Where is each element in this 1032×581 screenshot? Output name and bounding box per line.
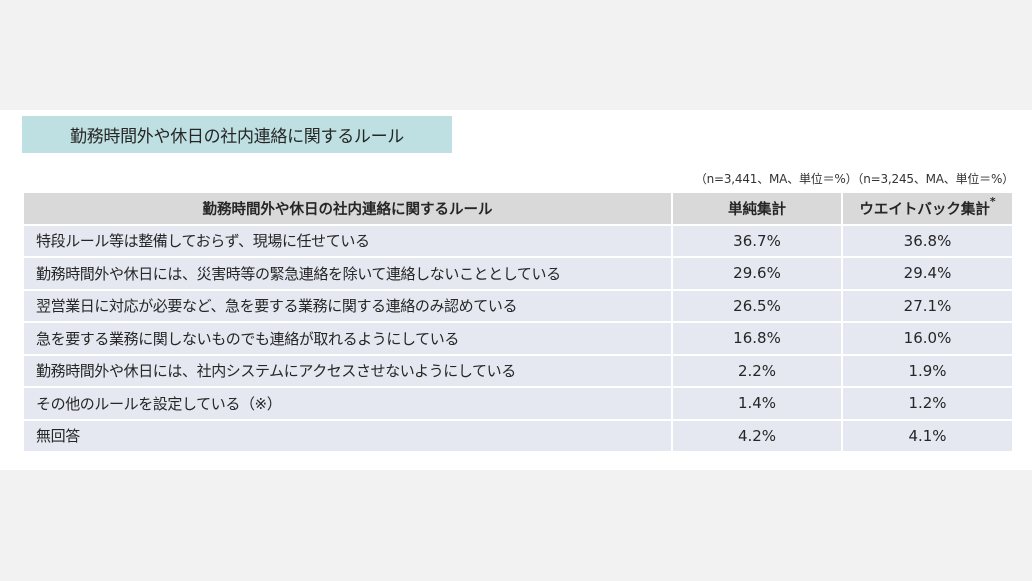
row-weighted-value: 1.2% — [841, 386, 1014, 421]
table-row: 無回答 4.2% 4.1% — [22, 418, 1014, 453]
table-row: その他のルールを設定している（※） 1.4% 1.2% — [22, 386, 1014, 421]
header-weighted-text: ウエイトバック集計 — [859, 201, 990, 218]
note-weighted: （n=3,245、MA、単位＝%） — [857, 172, 1014, 186]
section-title: 勤務時間外や休日の社内連絡に関するルール — [22, 116, 452, 153]
row-weighted-value: 27.1% — [841, 288, 1014, 323]
row-label: 無回答 — [22, 418, 673, 453]
row-simple-value: 26.5% — [671, 288, 843, 323]
footnote-asterisk: * — [989, 194, 996, 208]
row-weighted-value: 16.0% — [841, 321, 1014, 356]
header-simple: 単純集計 — [671, 191, 843, 226]
header-rule: 勤務時間外や休日の社内連絡に関するルール — [22, 191, 673, 226]
section-title-text: 勤務時間外や休日の社内連絡に関するルール — [70, 127, 404, 147]
row-weighted-value: 1.9% — [841, 353, 1014, 388]
row-simple-value: 16.8% — [671, 321, 843, 356]
header-simple-text: 単純集計 — [728, 201, 786, 218]
row-label: 勤務時間外や休日には、災害時等の緊急連絡を除いて連絡しないこととしている — [22, 256, 673, 291]
rules-table: 勤務時間外や休日の社内連絡に関するルール 単純集計 ウエイトバック集計* 特段ル… — [22, 191, 1014, 453]
row-label: 急を要する業務に関しないものでも連絡が取れるようにしている — [22, 321, 673, 356]
row-label: 特段ルール等は整備しておらず、現場に任せている — [22, 223, 673, 258]
row-label: 翌営業日に対応が必要など、急を要する業務に関する連絡のみ認めている — [22, 288, 673, 323]
row-simple-value: 29.6% — [671, 256, 843, 291]
sample-notes: （n=3,441、MA、単位＝%）（n=3,245、MA、単位＝%） — [695, 170, 1014, 187]
row-simple-value: 1.4% — [671, 386, 843, 421]
table-row: 勤務時間外や休日には、社内システムにアクセスさせないようにしている 2.2% 1… — [22, 353, 1014, 388]
row-weighted-value: 4.1% — [841, 418, 1014, 453]
row-label: その他のルールを設定している（※） — [22, 386, 673, 421]
table-row: 急を要する業務に関しないものでも連絡が取れるようにしている 16.8% 16.0… — [22, 321, 1014, 356]
note-simple: （n=3,441、MA、単位＝%） — [694, 172, 858, 186]
table-header-row: 勤務時間外や休日の社内連絡に関するルール 単純集計 ウエイトバック集計* — [22, 191, 1014, 226]
row-weighted-value: 36.8% — [841, 223, 1014, 258]
row-simple-value: 36.7% — [671, 223, 843, 258]
row-simple-value: 4.2% — [671, 418, 843, 453]
table-row: 特段ルール等は整備しておらず、現場に任せている 36.7% 36.8% — [22, 223, 1014, 258]
table-row: 翌営業日に対応が必要など、急を要する業務に関する連絡のみ認めている 26.5% … — [22, 288, 1014, 323]
header-rule-text: 勤務時間外や休日の社内連絡に関するルール — [202, 201, 493, 218]
table-row: 勤務時間外や休日には、災害時等の緊急連絡を除いて連絡しないこととしている 29.… — [22, 256, 1014, 291]
row-label: 勤務時間外や休日には、社内システムにアクセスさせないようにしている — [22, 353, 673, 388]
row-simple-value: 2.2% — [671, 353, 843, 388]
row-weighted-value: 29.4% — [841, 256, 1014, 291]
header-weighted: ウエイトバック集計* — [841, 191, 1014, 226]
